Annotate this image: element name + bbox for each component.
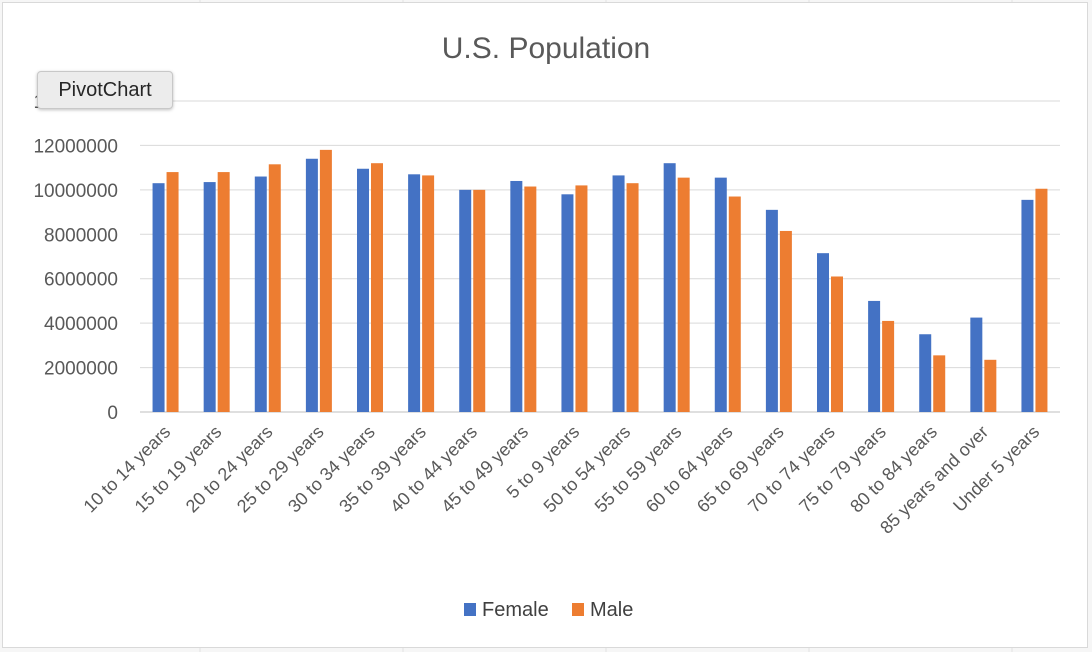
pivotchart-button[interactable]: PivotChart: [37, 71, 173, 109]
y-tick-label: 2000000: [44, 359, 118, 380]
bar-female: [765, 209, 778, 412]
bars: [152, 149, 1048, 412]
bar-female: [868, 300, 881, 412]
bar-male: [524, 186, 537, 412]
bar-female: [152, 183, 165, 412]
y-tick-label: 10000000: [33, 181, 118, 202]
bar-female: [1021, 199, 1034, 412]
bar-female: [203, 182, 216, 412]
bar-female: [714, 177, 727, 412]
y-tick-label: 0: [107, 403, 118, 424]
bar-female: [919, 334, 932, 412]
legend-swatch-female: [464, 603, 476, 616]
bar-male: [933, 355, 946, 412]
bar-female: [357, 168, 369, 412]
x-category-label: 10 to 14 years: [80, 422, 175, 517]
bar-male: [831, 276, 843, 412]
bar-female: [510, 180, 523, 412]
bar-male: [217, 172, 230, 412]
bar-female: [612, 175, 625, 412]
bar-male: [882, 320, 895, 412]
bar-female: [254, 176, 267, 412]
bar-male: [319, 149, 332, 412]
bar-male: [473, 189, 486, 412]
y-tick-label: 12000000: [33, 136, 118, 157]
bar-female: [970, 317, 983, 412]
legend-label-female: Female: [482, 599, 549, 621]
bar-female: [561, 194, 574, 412]
bar-male: [677, 177, 690, 412]
bar-female: [408, 174, 421, 412]
legend: Female Male: [464, 599, 633, 621]
bar-male: [779, 230, 792, 412]
bar-female: [663, 163, 676, 412]
bar-male: [626, 183, 639, 412]
bar-male: [728, 196, 741, 412]
bar-male: [371, 163, 383, 412]
bar-female: [305, 158, 318, 412]
y-tick-label: 6000000: [44, 270, 118, 291]
bar-male: [1035, 188, 1048, 412]
bar-male: [575, 185, 588, 412]
legend-swatch-male: [572, 603, 584, 616]
y-axis-tick-labels: 0 2000000 4000000 6000000 8000000 10000000 120…: [33, 92, 118, 424]
bar-female: [817, 253, 829, 412]
bar-male: [166, 172, 179, 412]
bar-male: [422, 175, 435, 412]
bar-male: [268, 164, 281, 412]
y-tick-label: 8000000: [44, 225, 118, 246]
bar-female: [459, 189, 472, 412]
gridlines: [140, 100, 1060, 413]
legend-label-male: Male: [590, 599, 633, 621]
bar-male: [984, 359, 997, 412]
y-tick-label: 4000000: [44, 314, 118, 335]
chart-title: U.S. Population: [442, 32, 650, 65]
